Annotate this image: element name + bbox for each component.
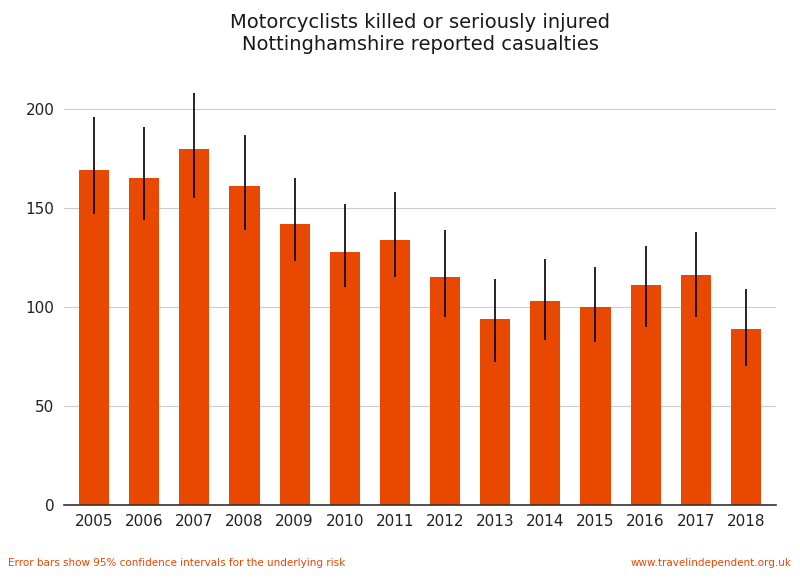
Bar bbox=[230, 186, 259, 505]
Bar bbox=[681, 276, 711, 505]
Title: Motorcyclists killed or seriously injured
Nottinghamshire reported casualties: Motorcyclists killed or seriously injure… bbox=[230, 13, 610, 54]
Bar bbox=[581, 307, 610, 505]
Bar bbox=[380, 240, 410, 505]
Bar bbox=[430, 277, 460, 505]
Text: Error bars show 95% confidence intervals for the underlying risk: Error bars show 95% confidence intervals… bbox=[8, 559, 346, 568]
Text: www.travelindependent.org.uk: www.travelindependent.org.uk bbox=[631, 559, 792, 568]
Bar bbox=[630, 285, 661, 505]
Bar bbox=[79, 171, 109, 505]
Bar bbox=[179, 148, 210, 505]
Bar bbox=[280, 224, 310, 505]
Bar bbox=[129, 179, 159, 505]
Bar bbox=[731, 329, 761, 505]
Bar bbox=[480, 319, 510, 505]
Bar bbox=[330, 252, 360, 505]
Bar bbox=[530, 301, 560, 505]
